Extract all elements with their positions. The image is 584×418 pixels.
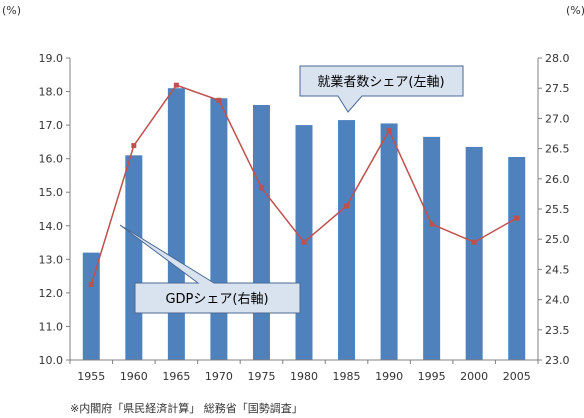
right-tick-label: 25.0	[545, 233, 570, 246]
right-tick-label: 26.5	[545, 143, 570, 156]
bar-2005	[508, 156, 526, 360]
x-tick-label: 2005	[503, 370, 531, 383]
bar-1970	[210, 98, 228, 361]
bar-1990	[380, 123, 398, 360]
x-tick-label: 1990	[375, 370, 403, 383]
line-point-1985	[344, 203, 350, 209]
bar-1965	[167, 88, 185, 360]
line-point-1955	[88, 282, 94, 287]
line-point-1965	[173, 82, 179, 88]
right-tick-label: 23.5	[545, 324, 570, 337]
x-tick-label: 1965	[162, 370, 190, 383]
right-tick-label: 24.0	[545, 294, 570, 307]
bar-callout: 就業者数シェア(左軸)	[299, 65, 464, 113]
left-tick-label: 15.0	[39, 186, 64, 199]
line-callout-shape	[119, 224, 301, 314]
line-callout: GDPシェア(右軸)	[119, 224, 301, 314]
line-point-1980	[301, 239, 307, 245]
left-tick-label: 16.0	[39, 153, 64, 166]
line-point-2005	[514, 215, 520, 221]
bar-2000	[465, 146, 483, 360]
left-tick-label: 19.0	[39, 52, 64, 65]
line-point-1975	[258, 185, 264, 191]
x-tick-label: 1975	[247, 370, 275, 383]
right-tick-label: 23.0	[545, 354, 570, 367]
left-tick-label: 18.0	[39, 86, 64, 99]
right-tick-label: 27.0	[545, 112, 570, 125]
left-tick-label: 11.0	[39, 320, 64, 333]
line-point-1960	[131, 143, 137, 149]
axes: 10.0 11.0 12.0 13.0 14.0 15.0 16.0 17.0 18.0 19.0…	[39, 52, 570, 383]
x-tick-label: 1995	[418, 370, 446, 383]
bar-1985	[338, 120, 356, 360]
bar-1960	[125, 155, 143, 360]
right-axis-unit: (%)	[566, 4, 584, 17]
line-point-1990	[386, 127, 392, 133]
line-point-1995	[429, 221, 435, 227]
source-note: ※内閣府「県民経済計算」 総務省「国勢調査」	[70, 402, 303, 415]
line-callout-label: GDPシェア(右軸)	[165, 292, 268, 307]
line-point-2000	[471, 239, 477, 245]
bar-callout-label: 就業者数シェア(左軸)	[317, 74, 444, 90]
x-tick-label: 1970	[205, 370, 233, 383]
line-series	[88, 82, 520, 287]
x-tick-label: 1985	[333, 370, 361, 383]
line-point-1970	[216, 97, 222, 103]
left-tick-label: 17.0	[39, 119, 64, 132]
bar-callout-shape	[299, 65, 464, 113]
left-tick-label: 12.0	[39, 287, 64, 300]
bar-1995	[423, 136, 441, 360]
right-tick-label: 24.5	[545, 263, 570, 276]
left-tick-label: 14.0	[39, 220, 64, 233]
right-tick-label: 25.5	[545, 203, 570, 216]
right-tick-label: 27.5	[545, 82, 570, 95]
left-tick-label: 13.0	[39, 253, 64, 266]
x-tick-label: 1980	[290, 370, 318, 383]
right-tick-label: 26.0	[545, 173, 570, 186]
x-tick-label: 1960	[120, 370, 148, 383]
left-axis-unit: (%)	[2, 4, 21, 17]
right-tick-label: 28.0	[545, 52, 570, 65]
bar-1975	[252, 104, 270, 360]
bar-1955	[82, 252, 100, 360]
x-tick-label: 2000	[460, 370, 488, 383]
x-tick-label: 1955	[77, 370, 105, 383]
bar-series	[82, 88, 526, 361]
left-tick-label: 10.0	[39, 354, 64, 367]
